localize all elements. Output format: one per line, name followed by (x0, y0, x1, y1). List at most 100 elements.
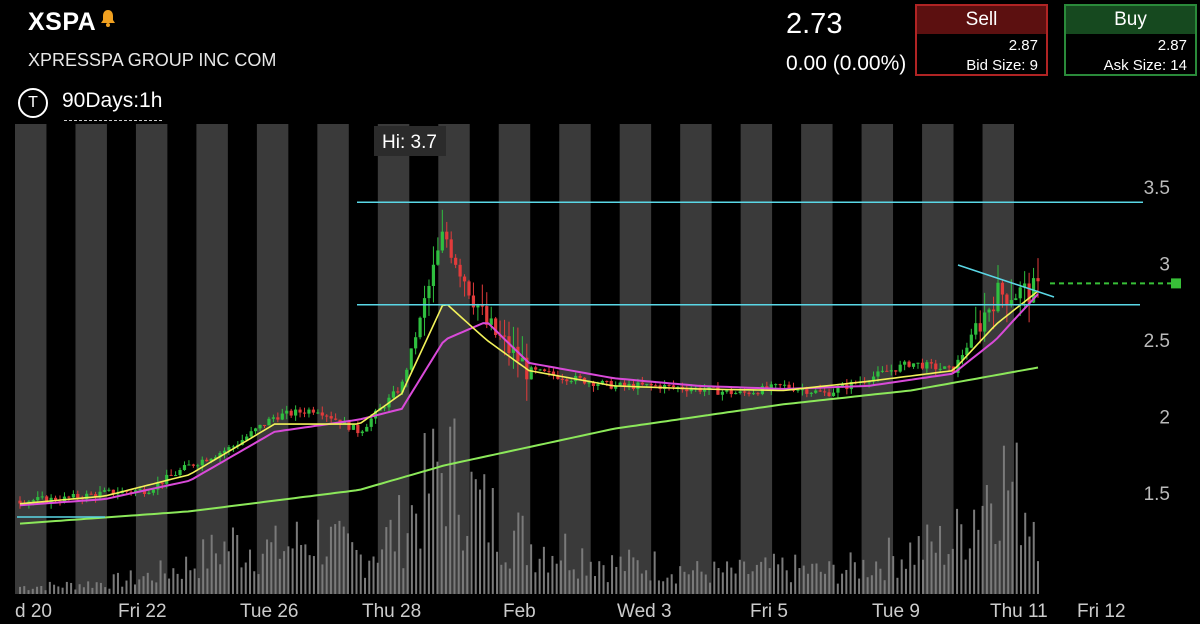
candle-body (254, 428, 258, 432)
candle-body (440, 231, 444, 251)
session-band (922, 124, 954, 594)
volume-bar (351, 542, 354, 594)
volume-bar (415, 513, 418, 594)
volume-bar (845, 569, 848, 594)
candle-body (907, 361, 911, 367)
candle-body (960, 355, 965, 360)
candle-body (876, 371, 880, 377)
candle-body (71, 494, 75, 498)
candle-body (454, 257, 458, 265)
volume-bar (134, 584, 137, 594)
candle-body (422, 298, 427, 318)
bell-icon[interactable] (100, 9, 116, 27)
candle-body (165, 474, 169, 484)
candle-body (943, 366, 947, 369)
candle-body (271, 417, 275, 419)
y-tick-label: 3 (1159, 255, 1170, 276)
candle-body (600, 380, 604, 385)
candle-body (489, 318, 493, 325)
candle-body (983, 312, 987, 332)
volume-bar (615, 566, 618, 594)
volume-bar (142, 576, 145, 594)
sell-button[interactable]: Sell 2.87 Bid Size: 9 (915, 4, 1048, 76)
candle-body (267, 418, 271, 426)
volume-bar (78, 584, 81, 594)
candle-body (356, 424, 360, 434)
volume-bar (781, 557, 784, 594)
candle-body (427, 285, 431, 299)
candle-body (569, 381, 573, 383)
volume-bar (547, 572, 550, 594)
candle-body (729, 390, 733, 395)
volume-bar (104, 587, 107, 594)
volume-bar (155, 582, 158, 594)
volume-bar (649, 580, 652, 594)
volume-bar (210, 534, 213, 594)
volume-bar (172, 568, 175, 594)
volume-bar (364, 577, 367, 594)
candle-body (467, 281, 471, 296)
candle-body (40, 496, 44, 498)
candle-body (191, 464, 195, 466)
volume-bar (287, 546, 290, 594)
session-band (317, 124, 349, 594)
session-band (740, 124, 773, 594)
candle-body (920, 362, 925, 369)
candle-body (400, 381, 404, 393)
volume-bar (589, 561, 592, 594)
x-tick-label: Thu 28 (362, 601, 421, 622)
session-band (256, 124, 289, 594)
candle-body (169, 474, 173, 476)
x-tick-label: Wed 3 (617, 601, 672, 622)
candle-body (173, 475, 178, 477)
bid-size: Bid Size: 9 (966, 57, 1038, 74)
candle-body (849, 381, 853, 390)
volume-bar (274, 525, 277, 594)
ask-price: 2.87 (1157, 37, 1187, 54)
volume-bar (393, 551, 396, 594)
candle-body (53, 497, 58, 502)
session-band (135, 124, 168, 594)
candle-body (187, 464, 191, 466)
volume-bar (19, 586, 21, 594)
volume-bar (815, 563, 818, 594)
volume-bar (572, 569, 575, 594)
volume-bar (657, 580, 660, 594)
drawing-tool-icon[interactable]: T (18, 88, 48, 118)
candle-body (138, 489, 142, 491)
volume-bar (930, 541, 933, 594)
candle-body (347, 420, 351, 430)
volume-bar (789, 582, 792, 594)
candle-body (325, 415, 329, 417)
volume-bar (227, 551, 230, 594)
volume-bar (900, 559, 903, 594)
volume-bar (628, 549, 631, 594)
volume-bar (219, 564, 222, 594)
candle-body (996, 282, 1000, 312)
volume-bar (1024, 512, 1027, 594)
candle-body (645, 383, 649, 385)
volume-bar (904, 568, 907, 594)
candle-body (107, 489, 111, 491)
volume-bar (853, 562, 856, 594)
timeframe-selector[interactable]: 90Days:1h (62, 89, 163, 112)
volume-bar (1028, 536, 1031, 594)
candle-body (360, 431, 364, 434)
volume-bar (858, 578, 861, 594)
candle-body (911, 363, 916, 367)
volume-bar (266, 539, 269, 594)
volume-bar (875, 561, 878, 594)
candle-body (511, 346, 516, 353)
candle-body (725, 390, 729, 392)
volume-bar (479, 489, 482, 594)
volume-bar (53, 584, 56, 594)
candle-body (827, 392, 831, 397)
volume-bar (828, 561, 831, 594)
candle-body (294, 409, 298, 416)
volume-bar (581, 548, 584, 594)
buy-button[interactable]: Buy 2.87 Ask Size: 14 (1064, 4, 1197, 76)
candle-body (142, 489, 147, 494)
volume-bar (197, 578, 200, 594)
volume-bar (1037, 561, 1039, 594)
